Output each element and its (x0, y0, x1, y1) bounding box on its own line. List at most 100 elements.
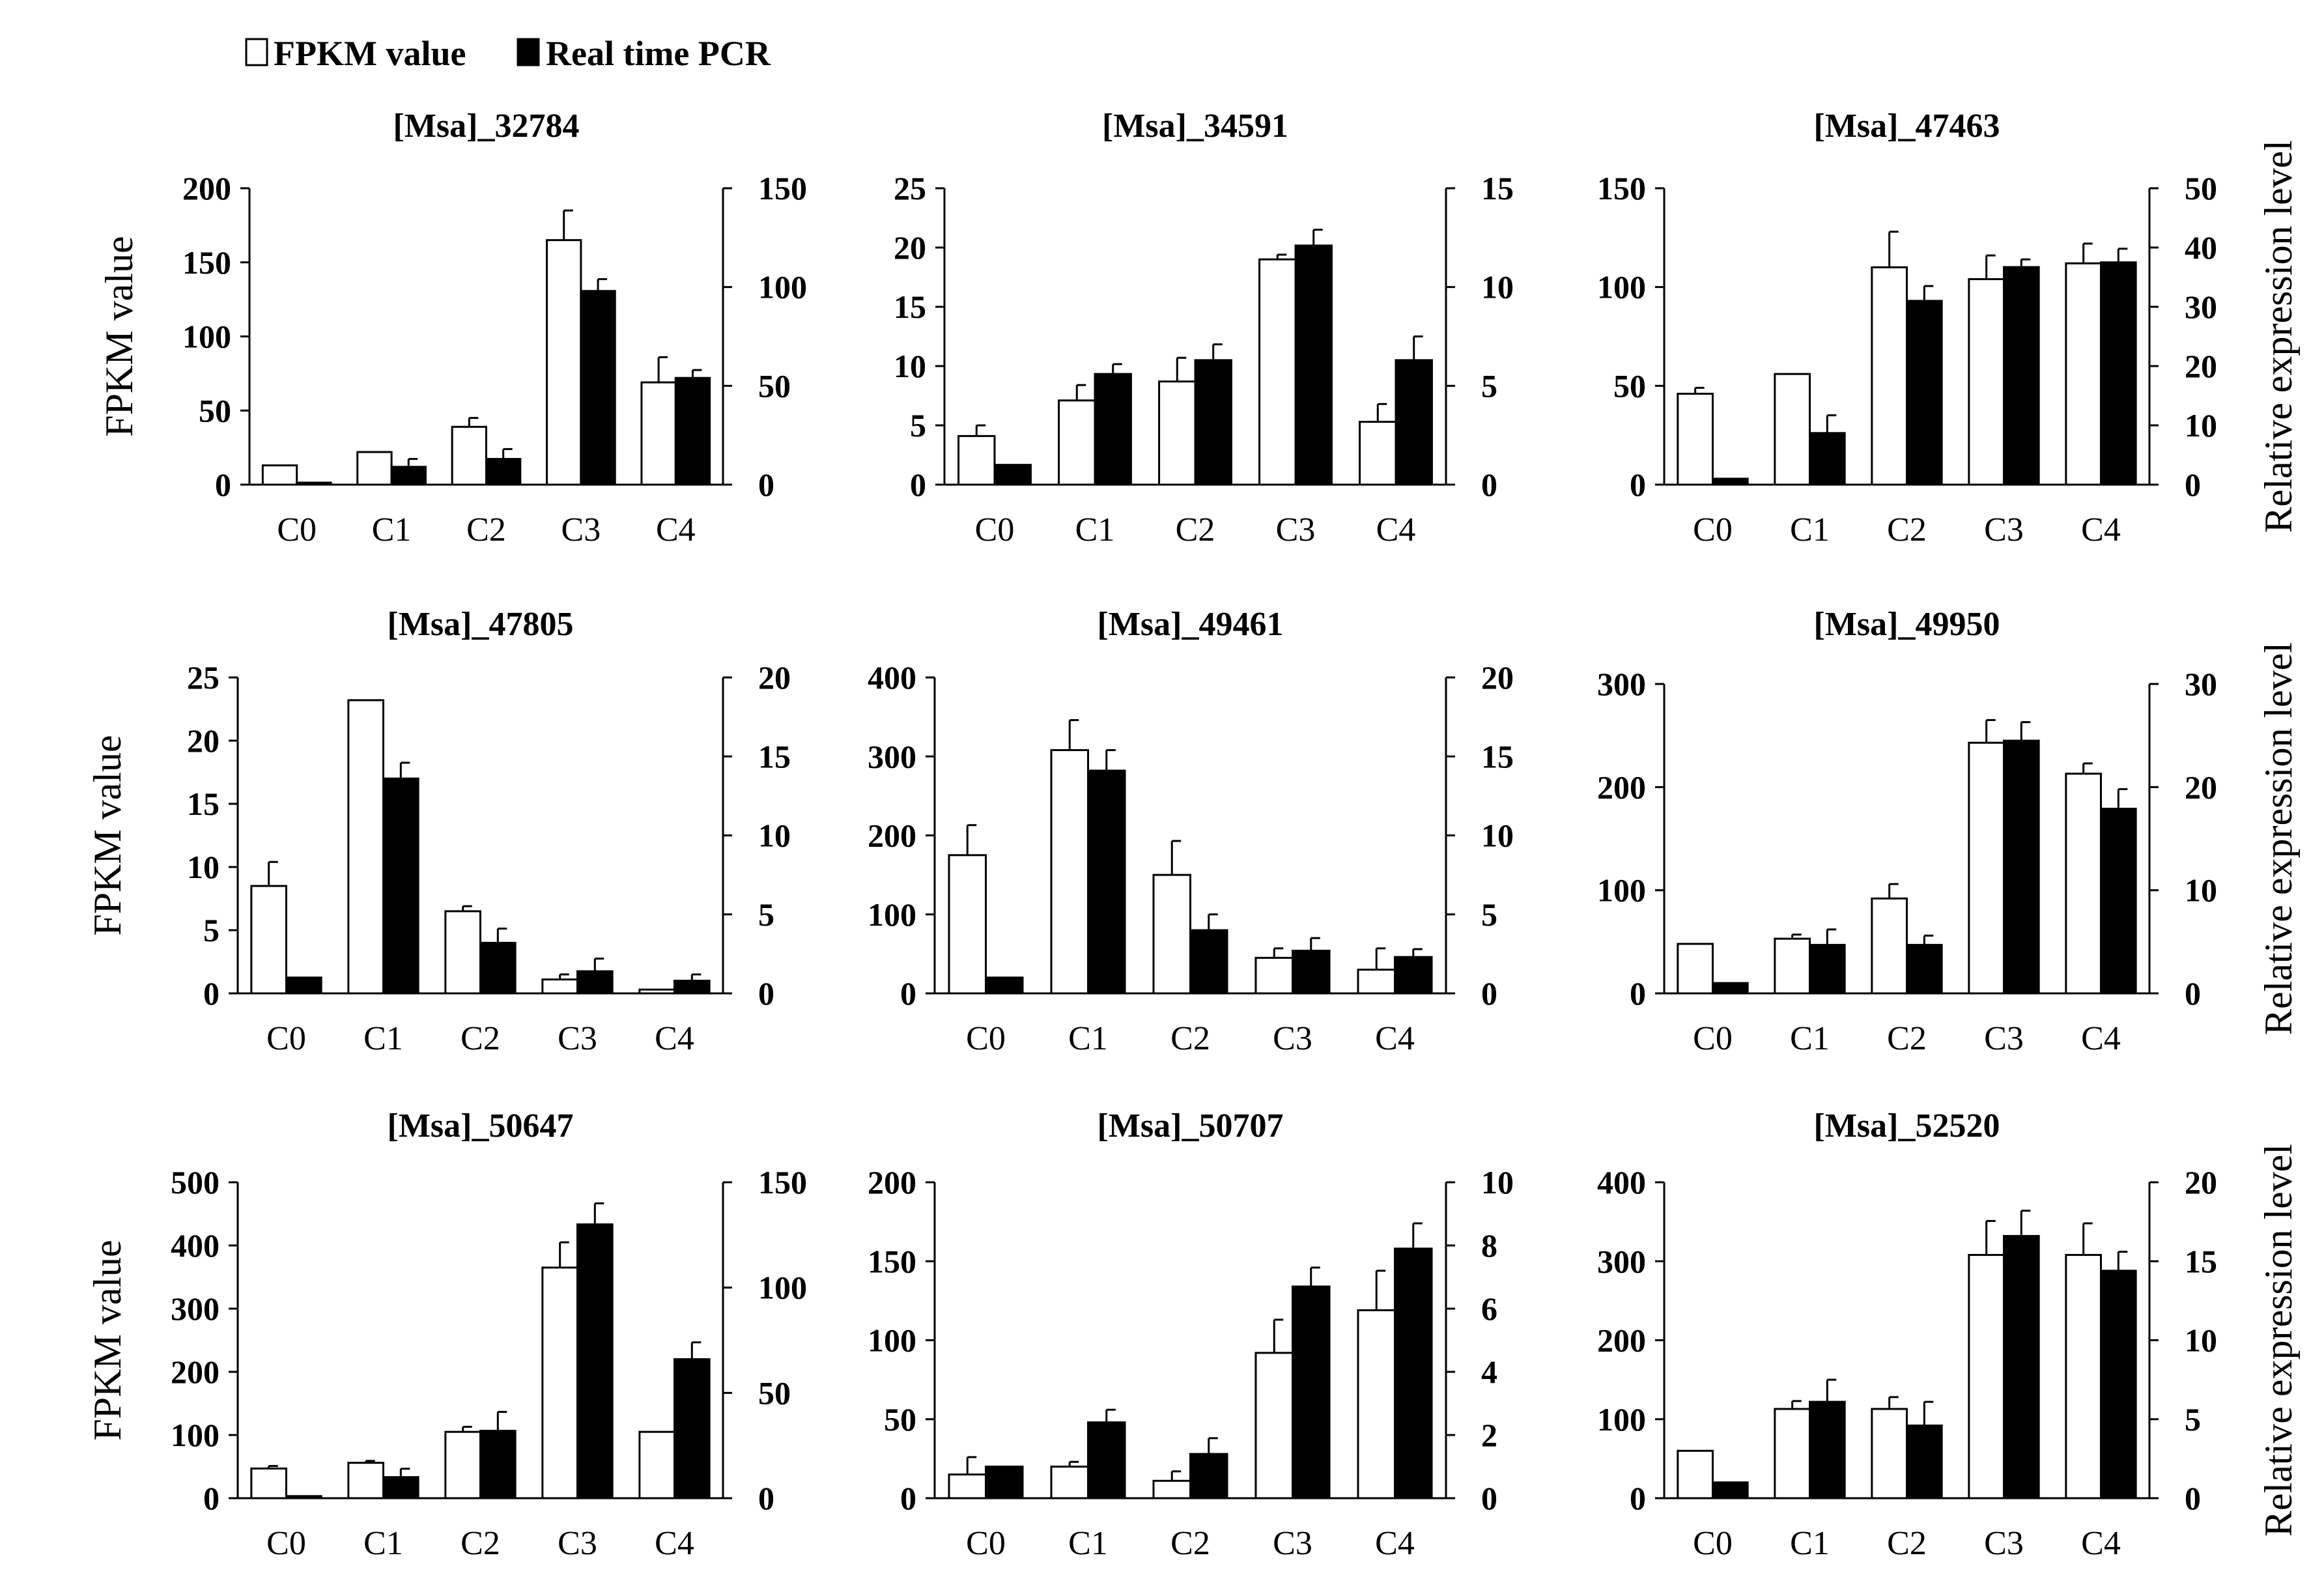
left-tick-label: 20 (187, 722, 220, 759)
category-label: C4 (1376, 511, 1416, 548)
left-tick-label: 0 (1630, 466, 1646, 503)
category-label: C2 (461, 1525, 500, 1562)
right-tick-label: 50 (2185, 170, 2217, 206)
fpkm-bar (250, 885, 287, 995)
pcr-bar (390, 466, 427, 486)
fpkm-bar (1050, 749, 1089, 995)
y-axis-right-label: Relative expression level (2257, 140, 2300, 533)
category-label: C2 (1887, 1020, 1927, 1057)
right-tick-label: 5 (1481, 367, 1497, 404)
pcr-bar (2003, 739, 2040, 995)
y-axis-left-label: FPKM value (86, 1240, 129, 1440)
right-tick-label: 30 (2185, 289, 2217, 325)
pcr-bar (1906, 1424, 1943, 1500)
left-tick-label: 0 (203, 1480, 220, 1516)
chart-panel: [Msa]_34591 0 5 10 15 20 25 0 5 10 15 C0 C1 C2 C3 C4 (894, 107, 1514, 548)
pcr-bar (1394, 956, 1433, 995)
category-label: C4 (2081, 1020, 2121, 1057)
left-tick-label: 200 (868, 1164, 916, 1201)
left-tick-label: 300 (868, 738, 916, 775)
category-label: C0 (266, 1020, 306, 1057)
right-tick-label: 0 (2185, 975, 2201, 1012)
pcr-bar (1094, 373, 1132, 486)
pcr-bar (1194, 359, 1232, 486)
left-tick-label: 25 (187, 659, 220, 696)
pcr-bar (673, 1358, 711, 1500)
category-label: C0 (1693, 511, 1733, 548)
right-tick-label: 5 (758, 896, 774, 933)
pcr-bar (382, 1476, 419, 1500)
left-tick-label: 100 (868, 896, 916, 933)
left-tick-label: 200 (868, 817, 916, 854)
left-tick-label: 200 (171, 1354, 220, 1390)
right-tick-label: 10 (2185, 872, 2217, 909)
fpkm-bar (261, 464, 298, 486)
right-tick-label: 20 (2185, 1164, 2217, 1201)
left-tick-label: 150 (1597, 170, 1646, 206)
chart-title: [Msa]_52520 (1814, 1107, 2000, 1144)
fpkm-bar (638, 1430, 675, 1500)
category-label: C0 (966, 1020, 1006, 1057)
fpkm-bar (1677, 392, 1714, 486)
legend-fpkm-label: FPKM value (274, 34, 466, 73)
pcr-bar (1189, 929, 1228, 995)
left-tick-label: 300 (1597, 666, 1646, 702)
pcr-bar (1087, 769, 1126, 995)
left-tick-label: 5 (203, 912, 220, 948)
category-label: C1 (1790, 1020, 1830, 1057)
fpkm-bar (444, 1430, 481, 1500)
right-tick-label: 4 (1481, 1354, 1497, 1390)
pcr-bar (1294, 244, 1333, 486)
left-tick-label: 0 (900, 1480, 916, 1516)
category-label: C0 (266, 1525, 306, 1562)
pcr-bar (674, 377, 711, 486)
pcr-bar (382, 777, 419, 995)
pcr-bar (1394, 1247, 1433, 1500)
chart-title: [Msa]_50707 (1098, 1107, 1284, 1144)
category-label: C3 (1276, 511, 1316, 548)
left-tick-label: 0 (1630, 975, 1646, 1012)
pcr-bar (485, 458, 522, 486)
left-tick-label: 0 (203, 975, 220, 1012)
category-label: C1 (1068, 1525, 1108, 1562)
category-label: C4 (656, 511, 696, 548)
left-tick-label: 200 (1597, 1322, 1646, 1359)
chart-title: [Msa]_32784 (393, 107, 580, 145)
category-label: C2 (1887, 1525, 1927, 1562)
pcr-bar (2003, 1234, 2040, 1500)
category-label: C3 (1984, 1020, 2024, 1057)
category-label: C1 (1790, 1525, 1830, 1562)
pcr-bar (296, 481, 332, 486)
right-tick-label: 8 (1481, 1227, 1497, 1264)
right-tick-label: 50 (758, 367, 791, 404)
fpkm-bar (541, 1266, 578, 1500)
right-tick-label: 0 (1481, 1480, 1497, 1516)
fpkm-bar (1677, 943, 1714, 995)
left-tick-label: 400 (868, 659, 916, 696)
y-axis-right-label: Relative expression level (2257, 1144, 2300, 1537)
category-label: C1 (363, 1525, 403, 1562)
fpkm-bar (347, 1462, 384, 1500)
fpkm-bar (1058, 399, 1096, 486)
chart-panel: [Msa]_50647 0 100 200 300 400 500 0 50 100 150 FPKM… (86, 1107, 807, 1562)
category-label: C1 (1068, 1020, 1108, 1057)
right-tick-label: 150 (758, 1164, 807, 1201)
fpkm-bar (1050, 1466, 1089, 1500)
left-tick-label: 50 (884, 1401, 916, 1438)
chart-panel: [Msa]_32784 0 50 100 150 200 0 50 100 150 FPKM val… (98, 107, 807, 548)
category-label: C0 (966, 1525, 1006, 1562)
left-tick-label: 50 (1613, 367, 1646, 404)
fpkm-bar (250, 1467, 287, 1500)
fpkm-bar (1968, 741, 2005, 995)
category-label: C4 (655, 1020, 694, 1057)
fpkm-bar (1968, 1254, 2005, 1500)
pcr-bar (1906, 944, 1943, 995)
left-tick-label: 400 (1597, 1164, 1646, 1201)
y-axis-left-label: FPKM value (98, 236, 141, 436)
fpkm-bar (2065, 1254, 2103, 1500)
right-tick-label: 6 (1481, 1290, 1497, 1327)
pcr-bar (1712, 477, 1749, 486)
fpkm-bar (444, 910, 481, 995)
fpkm-bar (1357, 1309, 1396, 1500)
fpkm-bar (1968, 278, 2005, 486)
